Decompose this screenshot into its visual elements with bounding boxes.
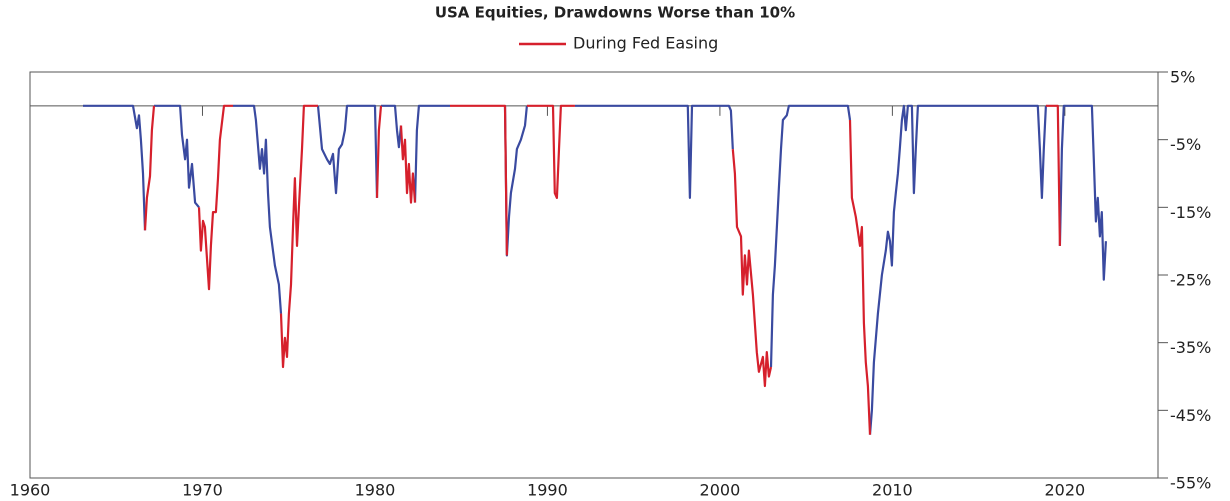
plot-frame bbox=[29, 71, 1159, 479]
y-tick-label: -15% bbox=[1170, 203, 1211, 222]
y-tick-label: -5% bbox=[1170, 135, 1201, 154]
y-tick-label: -25% bbox=[1170, 271, 1211, 290]
x-tick-label: 2000 bbox=[700, 481, 741, 500]
x-tick-label: 1960 bbox=[10, 481, 51, 500]
x-tick-label: 2010 bbox=[872, 481, 913, 500]
x-tick-label: 1980 bbox=[355, 481, 396, 500]
x-tick-label: 1970 bbox=[182, 481, 223, 500]
y-tick-label: -45% bbox=[1170, 406, 1211, 425]
series-line bbox=[143, 104, 1061, 435]
series-line bbox=[83, 104, 1107, 435]
x-tick-label: 2020 bbox=[1045, 481, 1086, 500]
y-tick-label: 5% bbox=[1170, 68, 1195, 87]
y-tick-label: -35% bbox=[1170, 338, 1211, 357]
legend-label: During Fed Easing bbox=[573, 34, 718, 53]
chart-title: USA Equities, Drawdowns Worse than 10% bbox=[435, 4, 795, 22]
x-tick-label: 1990 bbox=[527, 481, 568, 500]
y-tick-label: -55% bbox=[1170, 474, 1211, 493]
